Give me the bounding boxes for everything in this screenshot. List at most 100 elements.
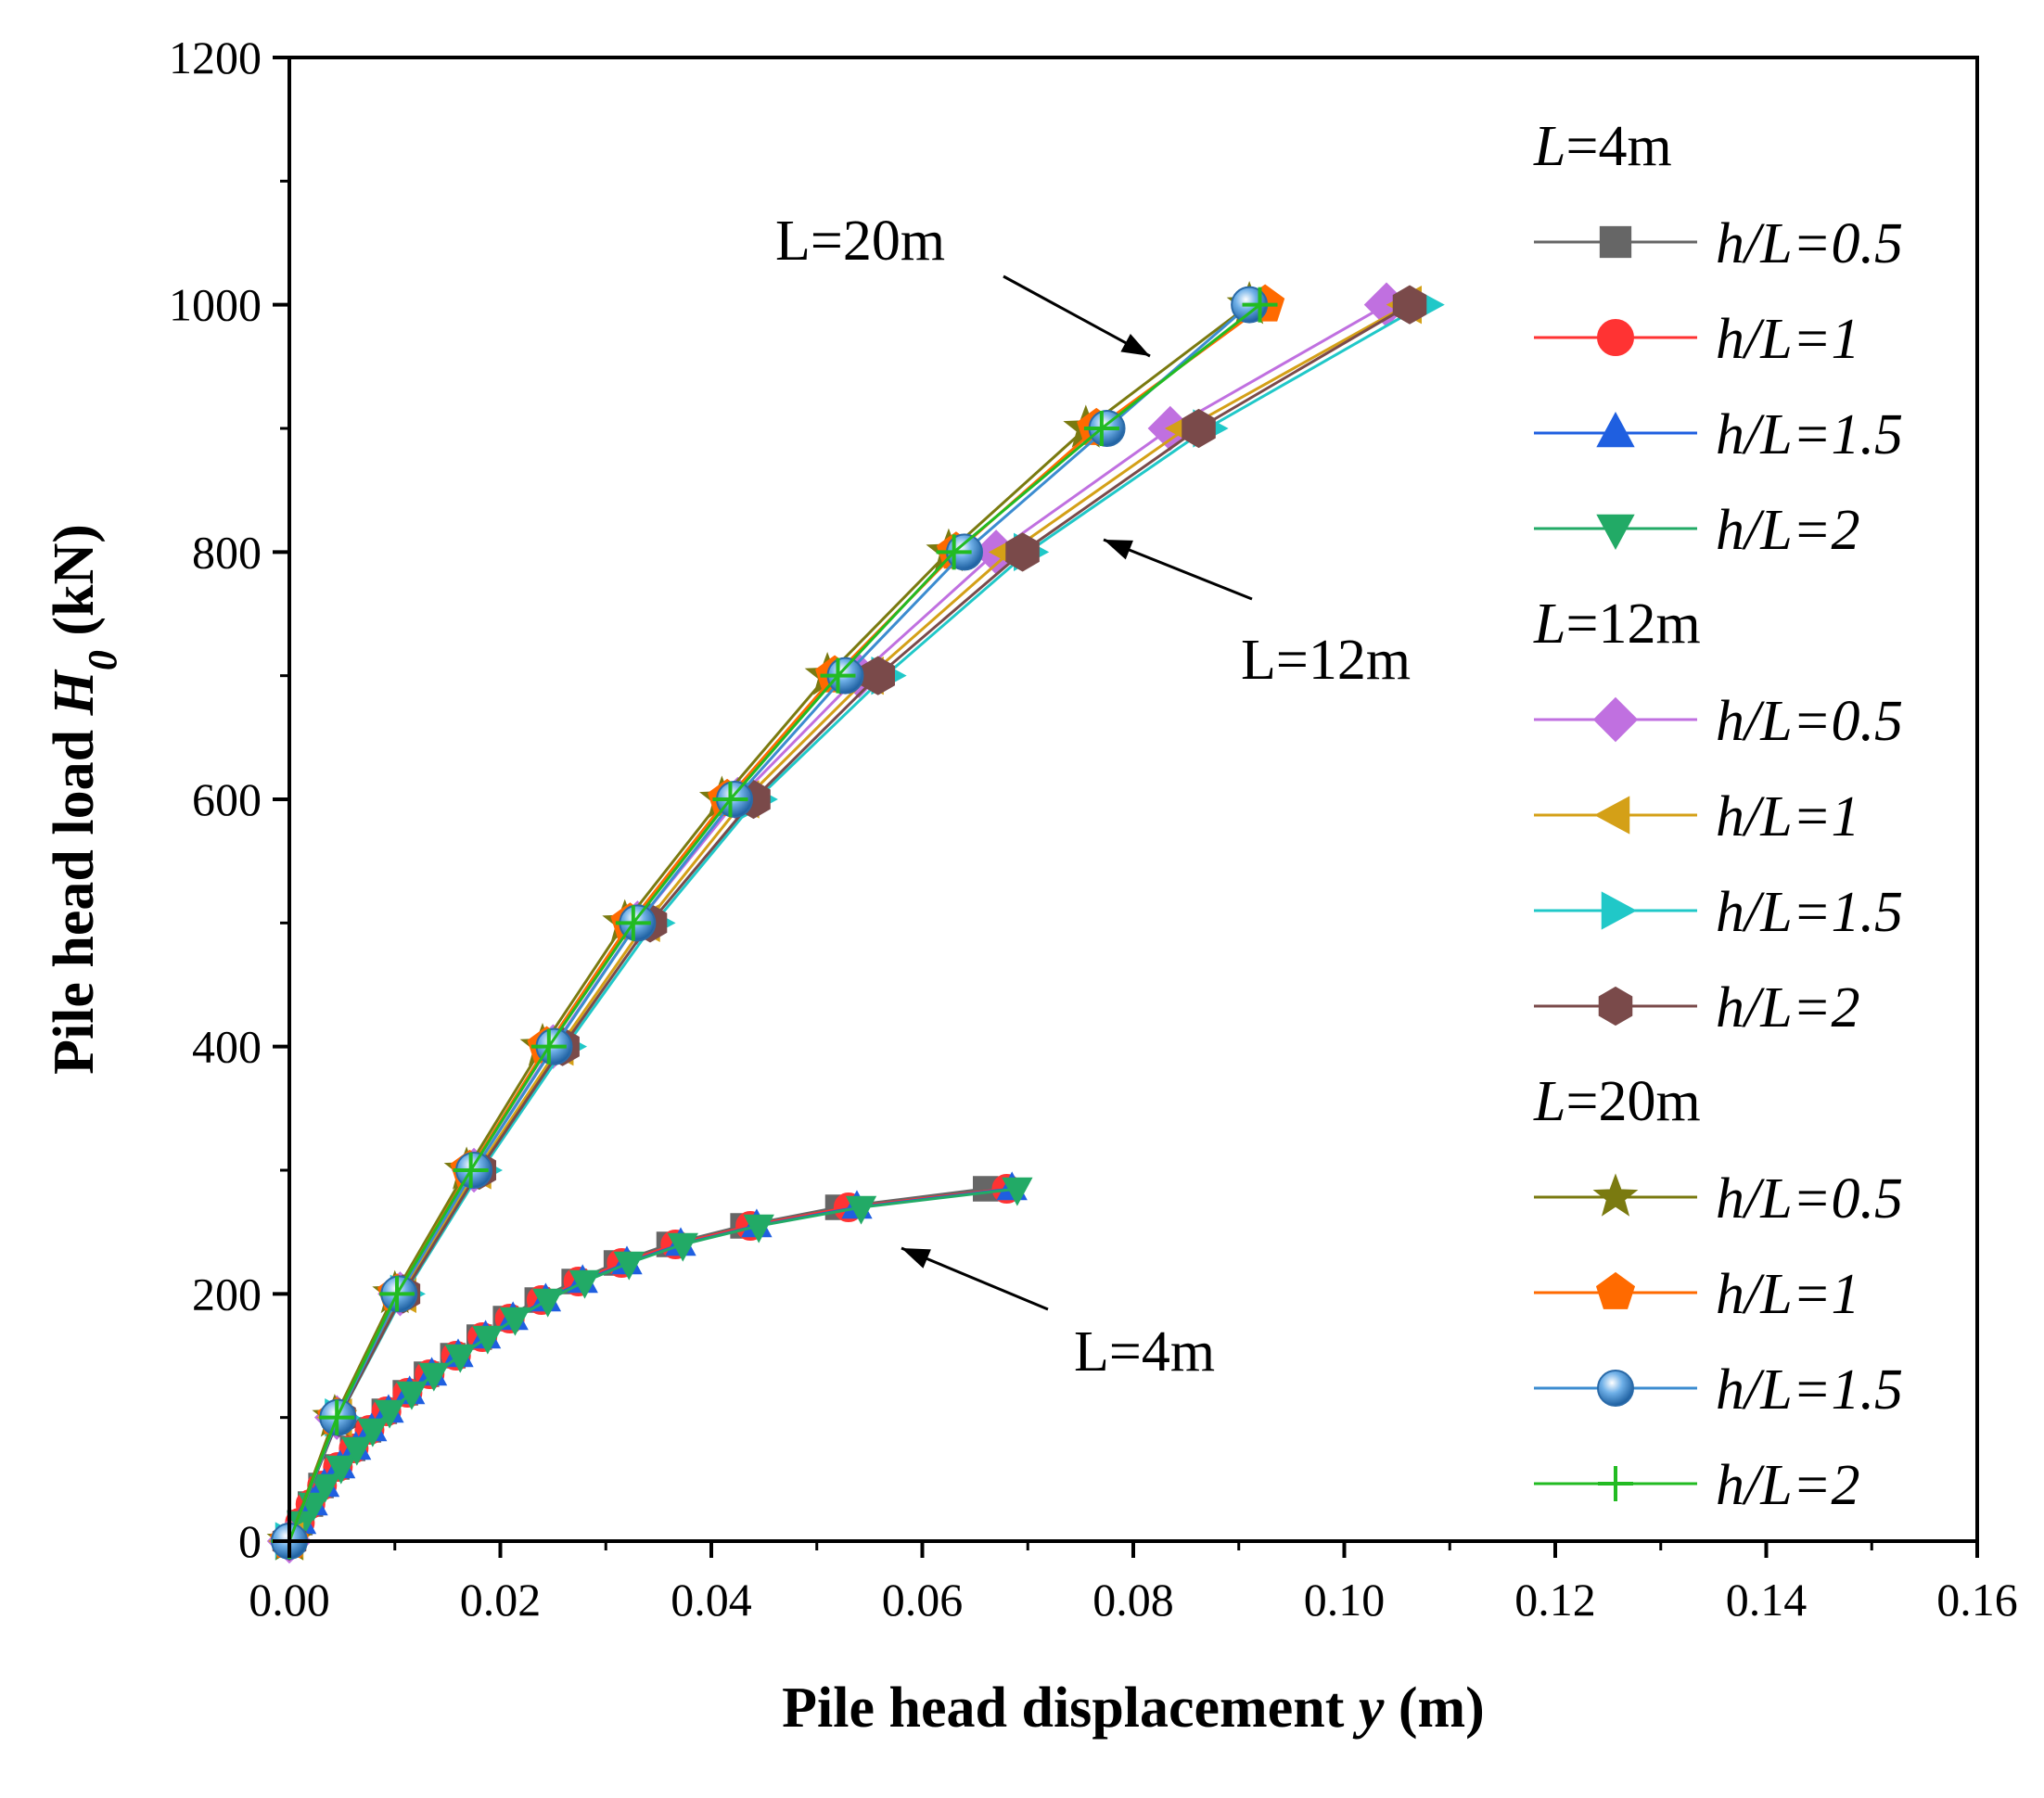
legend-item: h/L=0.5 — [1534, 1167, 1903, 1231]
series-11 — [272, 287, 1278, 1559]
data-point — [379, 1276, 415, 1312]
axes-layer: 0.00 0.02 0.04 0.06 0.08 0.10 0.12 0.14 0.16 0 200… — [169, 32, 2018, 1626]
data-point — [326, 1455, 357, 1485]
legend-item: h/L=2 — [1534, 976, 1860, 1039]
data-point — [1242, 287, 1278, 323]
legend-label: h/L=2 — [1716, 1454, 1860, 1517]
data-point — [309, 1473, 341, 1503]
data-point — [936, 534, 972, 570]
legend-item: h/L=0.5 — [1534, 690, 1903, 753]
data-point — [1596, 411, 1635, 448]
data-point — [453, 1153, 489, 1188]
x-tick-label: 0.08 — [1092, 1574, 1174, 1626]
y-axis-title: Pile head load H0 (kN) — [43, 524, 125, 1075]
annotation-arrow — [1103, 538, 1253, 601]
data-point — [1599, 225, 1632, 259]
y-tick-label: 1200 — [169, 32, 262, 83]
legend-label: h/L=1.5 — [1716, 1358, 1903, 1422]
arrow-head — [1120, 333, 1150, 356]
data-point — [1005, 532, 1040, 572]
annotation-label: L=12m — [1241, 629, 1411, 692]
legend-label: h/L=0.5 — [1716, 1167, 1903, 1231]
data-point — [1596, 514, 1635, 551]
data-point — [845, 1195, 877, 1225]
series-layer — [266, 280, 1445, 1564]
x-tick-label: 0.02 — [460, 1574, 542, 1626]
data-point — [613, 1251, 645, 1281]
legend-group-header: L=4m — [1533, 115, 1672, 178]
legend-label: h/L=0.5 — [1716, 690, 1903, 753]
annotation-arrow — [901, 1246, 1049, 1311]
data-point — [374, 1399, 405, 1429]
arrow-head — [1104, 540, 1133, 560]
x-tick-label: 0.14 — [1726, 1574, 1808, 1626]
x-tick-label: 0.16 — [1936, 1574, 2018, 1626]
data-point — [1595, 1271, 1636, 1309]
legend-item: h/L=1.5 — [1534, 881, 1903, 944]
data-point — [1392, 285, 1427, 325]
data-point — [861, 656, 896, 695]
legend-label: h/L=2 — [1716, 499, 1860, 562]
y-tick-label: 1000 — [169, 279, 262, 331]
data-point — [1182, 408, 1216, 449]
annotation-label: L=20m — [775, 210, 945, 273]
x-tick-label: 0.06 — [882, 1574, 964, 1626]
legend-item: h/L=2 — [1534, 499, 1860, 562]
data-point — [712, 782, 748, 817]
legend-group-header: L=20m — [1533, 1070, 1701, 1133]
legend-item: h/L=1 — [1534, 308, 1860, 371]
data-point — [530, 1028, 567, 1065]
data-point — [396, 1381, 428, 1410]
data-point — [1597, 319, 1634, 356]
y-tick-label: 800 — [192, 526, 262, 578]
data-point — [357, 1418, 389, 1447]
legend-item: h/L=2 — [1534, 1454, 1860, 1517]
y-tick-label: 400 — [192, 1021, 262, 1073]
data-point — [1592, 1173, 1639, 1217]
data-point — [667, 1232, 698, 1262]
x-tick-label: 0.10 — [1304, 1574, 1386, 1626]
annotation-label: L=4m — [1074, 1320, 1215, 1384]
x-tick-label: 0.12 — [1514, 1574, 1596, 1626]
series-3 — [286, 1177, 1033, 1540]
data-point — [615, 905, 651, 941]
legend-item: h/L=1 — [1534, 785, 1860, 848]
data-point — [820, 657, 856, 694]
legend-label: h/L=2 — [1716, 976, 1860, 1039]
data-point — [418, 1362, 450, 1392]
y-tick-label: 0 — [238, 1515, 262, 1567]
x-tick-label: 0.00 — [249, 1574, 330, 1626]
legend-group-header: L=12m — [1533, 593, 1701, 656]
data-point — [1002, 1177, 1033, 1206]
legend-item: h/L=1.5 — [1534, 403, 1903, 466]
legend-label: h/L=1 — [1716, 1263, 1860, 1326]
x-tick-label: 0.04 — [671, 1574, 752, 1626]
legend-item: h/L=1 — [1534, 1263, 1860, 1326]
data-point — [1083, 411, 1119, 446]
legend-label: h/L=0.5 — [1716, 212, 1903, 275]
legend-label: h/L=1.5 — [1716, 881, 1903, 944]
data-point — [499, 1307, 531, 1336]
data-point — [532, 1288, 564, 1318]
data-point — [1601, 891, 1638, 930]
arrow-head — [901, 1248, 931, 1269]
data-point — [1598, 986, 1633, 1027]
legend-label: h/L=1 — [1716, 785, 1860, 848]
data-point — [444, 1344, 476, 1373]
data-point — [1598, 1466, 1633, 1501]
data-point — [1592, 696, 1639, 743]
data-point — [743, 1214, 774, 1243]
legend-label: h/L=1.5 — [1716, 403, 1903, 466]
x-axis-title: Pile head displacement y (m) — [782, 1677, 1485, 1740]
annotation-layer: L=20m L=12m L=4m — [775, 210, 1411, 1384]
annotation-arrow — [1003, 274, 1151, 358]
legend-item: h/L=1.5 — [1534, 1358, 1903, 1422]
data-point — [568, 1269, 601, 1299]
data-point — [1593, 796, 1630, 835]
legend-label: h/L=1 — [1716, 308, 1860, 371]
data-point — [319, 1399, 355, 1435]
y-tick-label: 200 — [192, 1268, 262, 1320]
